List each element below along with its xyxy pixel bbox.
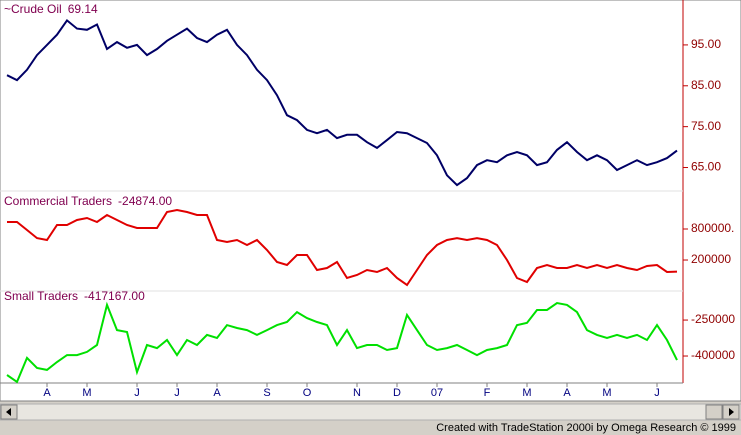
series-name: Commercial Traders: [4, 194, 112, 208]
series-value-label: 69.14: [68, 2, 98, 16]
x-tick-label: M: [522, 387, 531, 399]
x-tick-label: S: [263, 387, 270, 399]
scroll-thumb[interactable]: [705, 404, 723, 420]
y-tick-label: 85.00: [691, 78, 721, 92]
y-tick-label: 75.00: [691, 119, 721, 133]
x-tick-label: M: [82, 387, 91, 399]
x-tick-label: M: [602, 387, 611, 399]
series-value-label: -417167.00: [84, 289, 145, 303]
x-tick-label: D: [393, 387, 401, 399]
scrollbar[interactable]: [0, 403, 741, 421]
y-tick-label: 200000: [691, 252, 731, 266]
y-tick-label: 800000.: [691, 221, 734, 235]
series-name: ~Crude Oil: [4, 2, 62, 16]
x-tick-label: A: [213, 387, 221, 399]
x-tick-label: 07: [431, 387, 443, 399]
series-value-label: -24874.00: [118, 194, 172, 208]
series-line: [7, 208, 678, 287]
x-tick-label: J: [174, 387, 180, 399]
x-tick-label: J: [134, 387, 140, 399]
x-tick-label: A: [563, 387, 571, 399]
footer-text: Created with TradeStation 2000i by Omega…: [436, 422, 736, 434]
x-tick-label: A: [43, 387, 51, 399]
arrow-icon: [729, 408, 734, 416]
y-tick-label: -250000: [691, 312, 735, 326]
x-tick-label: J: [654, 387, 660, 399]
y-tick-label: 65.00: [691, 160, 721, 174]
arrow-icon: [6, 408, 11, 416]
series-line: [6, 18, 678, 187]
x-tick-label: O: [303, 387, 312, 399]
x-tick-label: F: [484, 387, 491, 399]
y-tick-label: 95.00: [691, 37, 721, 51]
y-tick-label: -400000: [691, 348, 735, 362]
series-line: [6, 301, 678, 384]
x-tick-label: N: [353, 387, 361, 399]
series-name: Small Traders: [4, 289, 78, 303]
